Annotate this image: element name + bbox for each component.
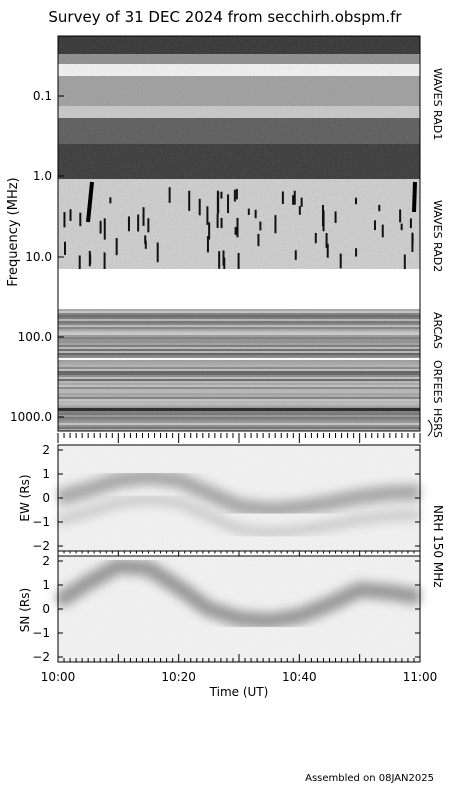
y-tick-label: −1: [32, 515, 50, 529]
type3-burst: [86, 181, 94, 223]
x-tick-label: 10:40: [282, 670, 317, 684]
y-tick-label: 1.0: [33, 169, 52, 183]
instrument-label: HSRS: [431, 408, 444, 438]
instrument-label: ARCAS: [431, 312, 444, 349]
instrument-label: WAVES RAD1: [431, 68, 444, 140]
instrument-label: WAVES RAD2: [431, 200, 444, 272]
y-tick-label: 10.0: [25, 250, 52, 264]
y-axis-label: Frequency (MHz): [6, 177, 21, 286]
x-axis-label: Time (UT): [209, 685, 269, 699]
ew-y-axis: 2 1 0 −1 −2: [32, 443, 420, 553]
type3-burst: [412, 181, 417, 213]
y-tick-label: 0.1: [33, 89, 52, 103]
spectrum-panel: [57, 35, 421, 432]
nrh-ew-panel: [55, 444, 421, 552]
nrh-instrument-label: NRH 150 MHz: [431, 505, 445, 588]
y-tick-label: 100.0: [18, 330, 52, 344]
chart-title: Survey of 31 DEC 2024 from secchirh.obsp…: [48, 8, 402, 26]
sn-y-axis: 2 1 0 −1 −2: [32, 554, 420, 664]
spectrum-y-axis: 0.1 1.0 10.0 100.0 1000.0 Frequency (MHz…: [6, 89, 64, 424]
instrument-label: ORFEES: [431, 360, 444, 404]
y-tick-label: 0: [42, 602, 50, 616]
x-tick-label: 10:20: [161, 670, 196, 684]
y-tick-label: −2: [32, 539, 50, 553]
nrh-sn-panel: [53, 555, 422, 663]
y-tick-label: 0: [42, 491, 50, 505]
assembled-note: Assembled on 08JAN2025: [305, 773, 434, 784]
y-tick-label: −1: [32, 626, 50, 640]
y-tick-label: −2: [32, 650, 50, 664]
x-tick-label: 11:00: [403, 670, 438, 684]
x-axis: 10:00 10:20 10:40 11:00: [41, 654, 438, 684]
spectrum-gap: [58, 269, 420, 309]
y-tick-label: 2: [42, 554, 50, 568]
sn-axis-label: SN (Rs): [18, 588, 32, 632]
x-tick-label: 10:00: [41, 670, 76, 684]
y-tick-label: 1: [42, 467, 50, 481]
y-tick-label: 1000.0: [10, 410, 52, 424]
y-tick-label: 1: [42, 578, 50, 592]
instrument-labels: WAVES RAD1 WAVES RAD2 ARCAS ORFEES HSRS: [427, 68, 444, 438]
ew-axis-label: EW (Rs): [18, 474, 32, 521]
y-tick-label: 2: [42, 443, 50, 457]
